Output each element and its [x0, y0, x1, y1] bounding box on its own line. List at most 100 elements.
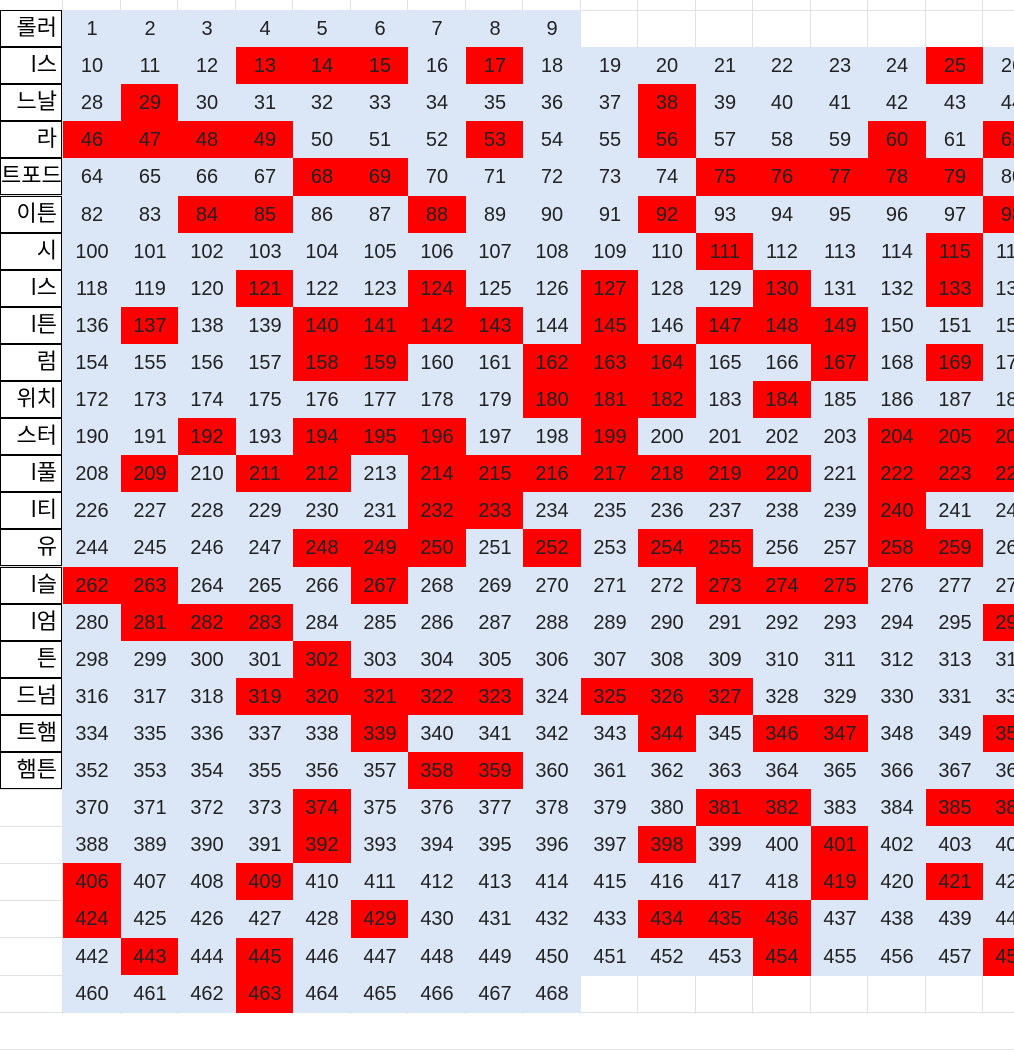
- number-cell[interactable]: 105: [351, 233, 409, 271]
- team-name-cell[interactable]: 트햄: [0, 715, 62, 752]
- number-cell[interactable]: 399: [696, 826, 754, 864]
- number-cell[interactable]: 291: [696, 604, 754, 642]
- number-cell[interactable]: 393: [351, 826, 409, 864]
- number-cell[interactable]: 190: [63, 418, 121, 456]
- number-cell[interactable]: 347: [811, 715, 869, 753]
- number-cell[interactable]: 372: [178, 789, 236, 827]
- number-cell[interactable]: 100: [63, 233, 121, 271]
- number-cell[interactable]: 367: [926, 752, 984, 790]
- team-name-cell[interactable]: 느날: [0, 84, 62, 121]
- number-cell[interactable]: 5: [293, 10, 351, 48]
- number-cell[interactable]: 286: [408, 604, 466, 642]
- number-cell[interactable]: 148: [753, 307, 811, 345]
- number-cell[interactable]: 325: [581, 678, 639, 716]
- number-cell[interactable]: 124: [408, 270, 466, 308]
- number-cell[interactable]: 408: [178, 863, 236, 901]
- number-cell[interactable]: 55: [581, 121, 639, 159]
- number-cell[interactable]: 428: [293, 900, 351, 938]
- number-cell[interactable]: 183: [696, 381, 754, 419]
- number-cell[interactable]: 253: [581, 529, 639, 567]
- number-cell[interactable]: 112: [753, 233, 811, 271]
- number-cell[interactable]: 142: [408, 307, 466, 345]
- number-cell[interactable]: 382: [753, 789, 811, 827]
- number-cell[interactable]: 384: [868, 789, 926, 827]
- number-cell[interactable]: 321: [351, 678, 409, 716]
- team-name-cell[interactable]: l스: [0, 47, 62, 84]
- number-cell[interactable]: 316: [63, 678, 121, 716]
- number-cell[interactable]: 275: [811, 567, 869, 605]
- number-cell[interactable]: 425: [121, 900, 179, 938]
- number-cell[interactable]: 185: [811, 381, 869, 419]
- number-cell[interactable]: 235: [581, 492, 639, 530]
- number-cell[interactable]: 420: [868, 863, 926, 901]
- number-cell[interactable]: 256: [753, 529, 811, 567]
- number-cell[interactable]: 36: [523, 84, 581, 122]
- number-cell[interactable]: 326: [638, 678, 696, 716]
- number-cell[interactable]: 398: [638, 826, 696, 864]
- number-cell[interactable]: 277: [926, 567, 984, 605]
- number-cell[interactable]: 204: [868, 418, 926, 456]
- number-cell[interactable]: 239: [811, 492, 869, 530]
- number-cell[interactable]: 285: [351, 604, 409, 642]
- number-cell[interactable]: 323: [466, 678, 524, 716]
- number-cell[interactable]: 51: [351, 121, 409, 159]
- number-cell[interactable]: 263: [121, 567, 179, 605]
- number-cell[interactable]: 26: [983, 47, 1014, 85]
- number-cell[interactable]: 236: [638, 492, 696, 530]
- number-cell[interactable]: 402: [868, 826, 926, 864]
- number-cell[interactable]: 411: [351, 863, 409, 901]
- number-cell[interactable]: 307: [581, 641, 639, 679]
- number-cell[interactable]: 424: [63, 900, 121, 938]
- number-cell[interactable]: 90: [523, 196, 581, 234]
- number-cell[interactable]: 328: [753, 678, 811, 716]
- number-cell[interactable]: 319: [236, 678, 294, 716]
- team-name-cell[interactable]: 스터: [0, 418, 62, 455]
- team-name-cell[interactable]: 시: [0, 233, 62, 270]
- number-cell[interactable]: 385: [926, 789, 984, 827]
- number-cell[interactable]: 433: [581, 900, 639, 938]
- team-name-cell[interactable]: 롤러: [0, 10, 62, 47]
- number-cell[interactable]: 314: [983, 641, 1014, 679]
- number-cell[interactable]: 78: [868, 158, 926, 196]
- number-cell[interactable]: 388: [63, 826, 121, 864]
- team-name-cell[interactable]: l슬: [0, 567, 62, 604]
- number-cell[interactable]: 342: [523, 715, 581, 753]
- number-cell[interactable]: 458: [983, 938, 1014, 976]
- number-cell[interactable]: 28: [63, 84, 121, 122]
- number-cell[interactable]: 310: [753, 641, 811, 679]
- number-cell[interactable]: 327: [696, 678, 754, 716]
- number-cell[interactable]: 223: [926, 455, 984, 493]
- number-cell[interactable]: 188: [983, 381, 1014, 419]
- number-cell[interactable]: 376: [408, 789, 466, 827]
- number-cell[interactable]: 434: [638, 900, 696, 938]
- number-cell[interactable]: 49: [236, 121, 294, 159]
- number-cell[interactable]: 64: [63, 158, 121, 196]
- number-cell[interactable]: 343: [581, 715, 639, 753]
- number-cell[interactable]: 61: [926, 121, 984, 159]
- number-cell[interactable]: 329: [811, 678, 869, 716]
- number-cell[interactable]: 48: [178, 121, 236, 159]
- number-cell[interactable]: 79: [926, 158, 984, 196]
- number-cell[interactable]: 407: [121, 863, 179, 901]
- number-cell[interactable]: 451: [581, 938, 639, 976]
- number-cell[interactable]: 439: [926, 900, 984, 938]
- number-cell[interactable]: 430: [408, 900, 466, 938]
- number-cell[interactable]: 281: [121, 604, 179, 642]
- number-cell[interactable]: 305: [466, 641, 524, 679]
- number-cell[interactable]: 415: [581, 863, 639, 901]
- number-cell[interactable]: 267: [351, 567, 409, 605]
- number-cell[interactable]: 360: [523, 752, 581, 790]
- number-cell[interactable]: 133: [926, 270, 984, 308]
- number-cell[interactable]: 210: [178, 455, 236, 493]
- number-cell[interactable]: 234: [523, 492, 581, 530]
- number-cell[interactable]: 138: [178, 307, 236, 345]
- number-cell[interactable]: 461: [121, 975, 179, 1013]
- number-cell[interactable]: 113: [811, 233, 869, 271]
- number-cell[interactable]: 392: [293, 826, 351, 864]
- number-cell[interactable]: 125: [466, 270, 524, 308]
- number-cell[interactable]: 71: [466, 158, 524, 196]
- number-cell[interactable]: 378: [523, 789, 581, 827]
- number-cell[interactable]: 86: [293, 196, 351, 234]
- number-cell[interactable]: 365: [811, 752, 869, 790]
